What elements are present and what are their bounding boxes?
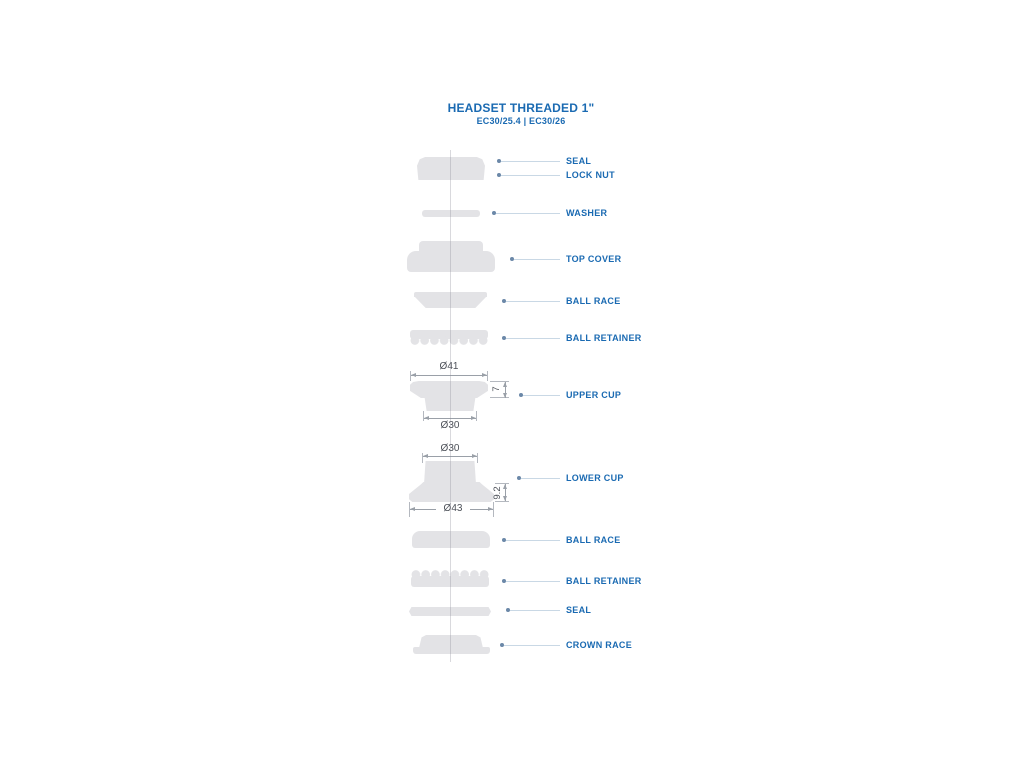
callout-label: TOP COVER	[566, 254, 622, 264]
callout-label: BALL RACE	[566, 535, 621, 545]
leader-dot	[510, 257, 514, 261]
callout-label: BALL RACE	[566, 296, 621, 306]
dim-extension-line	[490, 381, 509, 382]
dim-extension-line	[423, 411, 424, 421]
dim-extension-line	[487, 371, 488, 381]
callout-ball-retainer-upper: BALL RETAINER	[502, 333, 642, 343]
part-ball-race-upper-cone	[414, 296, 487, 308]
dim-extension-line	[409, 502, 410, 517]
dim-text-lower-cup-bottom-diameter: Ø43	[436, 503, 470, 514]
dim-line-lower-cup-top	[423, 454, 477, 458]
leader-dot	[502, 579, 506, 583]
dim-line-lower-cup-height	[503, 484, 507, 501]
dim-text-upper-cup-top-diameter: Ø41	[439, 361, 459, 372]
callout-seal-bottom: SEAL	[506, 605, 592, 615]
page-subtitle: EC30/25.4 | EC30/26	[476, 116, 566, 126]
centerline	[450, 150, 451, 662]
part-crown-race-top	[419, 635, 483, 648]
part-ball-race-upper-flange	[414, 292, 487, 297]
leader-dot	[492, 211, 496, 215]
dim-line-upper-cup-height	[503, 382, 507, 398]
part-lock-nut	[417, 157, 485, 180]
dim-text-upper-cup-height: 7	[491, 386, 502, 392]
part-crown-race-base	[413, 647, 490, 654]
callout-label: UPPER CUP	[566, 390, 622, 400]
part-ball-retainer-upper-balls	[410, 336, 488, 345]
callout-label: SEAL	[566, 605, 592, 615]
callout-upper-cup: UPPER CUP	[519, 390, 622, 400]
callout-seal-top: SEAL	[497, 156, 592, 166]
dim-line-upper-cup-top	[411, 373, 487, 377]
callout-label: BALL RETAINER	[566, 333, 642, 343]
callout-label: CROWN RACE	[566, 640, 632, 650]
page-title: HEADSET THREADED 1"	[447, 101, 595, 115]
dim-extension-line	[493, 502, 494, 517]
leader-line	[506, 337, 560, 339]
dim-extension-line	[476, 411, 477, 421]
callout-crown-race: CROWN RACE	[500, 640, 632, 650]
leader-dot	[497, 173, 501, 177]
callout-ball-retainer-lower: BALL RETAINER	[502, 576, 642, 586]
leader-line	[501, 174, 560, 176]
leader-line	[506, 580, 560, 582]
leader-line	[506, 539, 560, 541]
leader-line	[504, 644, 560, 646]
part-ball-retainer-upper-bar	[410, 330, 488, 339]
callout-lower-cup: LOWER CUP	[517, 473, 624, 483]
dim-text-lower-cup-height: 9.2	[492, 486, 503, 500]
dim-extension-line	[410, 371, 411, 381]
leader-dot	[506, 608, 510, 612]
callout-lock-nut: LOCK NUT	[497, 170, 615, 180]
part-ball-race-lower	[412, 531, 490, 548]
dim-line-upper-cup-bottom	[424, 416, 476, 420]
leader-dot	[500, 643, 504, 647]
part-washer	[422, 210, 480, 217]
part-ball-retainer-lower-bar	[411, 576, 489, 587]
dim-extension-line	[422, 453, 423, 463]
part-ball-retainer-lower-balls	[411, 570, 489, 579]
leader-line	[514, 258, 560, 260]
dim-extension-line	[490, 397, 509, 398]
dim-text-lower-cup-top-diameter: Ø30	[440, 443, 460, 454]
leader-dot	[517, 476, 521, 480]
callout-label: WASHER	[566, 208, 608, 218]
part-top-cover-step	[419, 241, 483, 253]
leader-dot	[502, 299, 506, 303]
leader-dot	[502, 336, 506, 340]
leader-line	[521, 477, 560, 479]
leader-line	[510, 609, 560, 611]
callout-ball-race-upper: BALL RACE	[502, 296, 621, 306]
part-top-cover-body	[407, 251, 495, 272]
leader-line	[506, 300, 560, 302]
callout-top-cover: TOP COVER	[510, 254, 622, 264]
leader-dot	[497, 159, 501, 163]
part-upper-cup-flange	[410, 381, 488, 398]
part-seal-lower	[409, 607, 491, 616]
callout-label: LOWER CUP	[566, 473, 624, 483]
part-lower-cup-skirt	[409, 482, 494, 502]
callout-ball-race-lower: BALL RACE	[502, 535, 621, 545]
callout-label: SEAL	[566, 156, 592, 166]
callout-washer: WASHER	[492, 208, 608, 218]
callout-label: LOCK NUT	[566, 170, 615, 180]
callout-label: BALL RETAINER	[566, 576, 642, 586]
leader-line	[496, 212, 560, 214]
dim-text-upper-cup-bottom-diameter: Ø30	[440, 420, 460, 431]
dim-extension-line	[477, 453, 478, 463]
part-upper-cup-body	[424, 397, 476, 411]
leader-dot	[519, 393, 523, 397]
dim-extension-line	[495, 483, 509, 484]
part-lower-cup-body	[424, 461, 476, 484]
leader-line	[523, 394, 560, 396]
leader-dot	[502, 538, 506, 542]
leader-line	[501, 160, 560, 162]
dim-extension-line	[495, 501, 509, 502]
